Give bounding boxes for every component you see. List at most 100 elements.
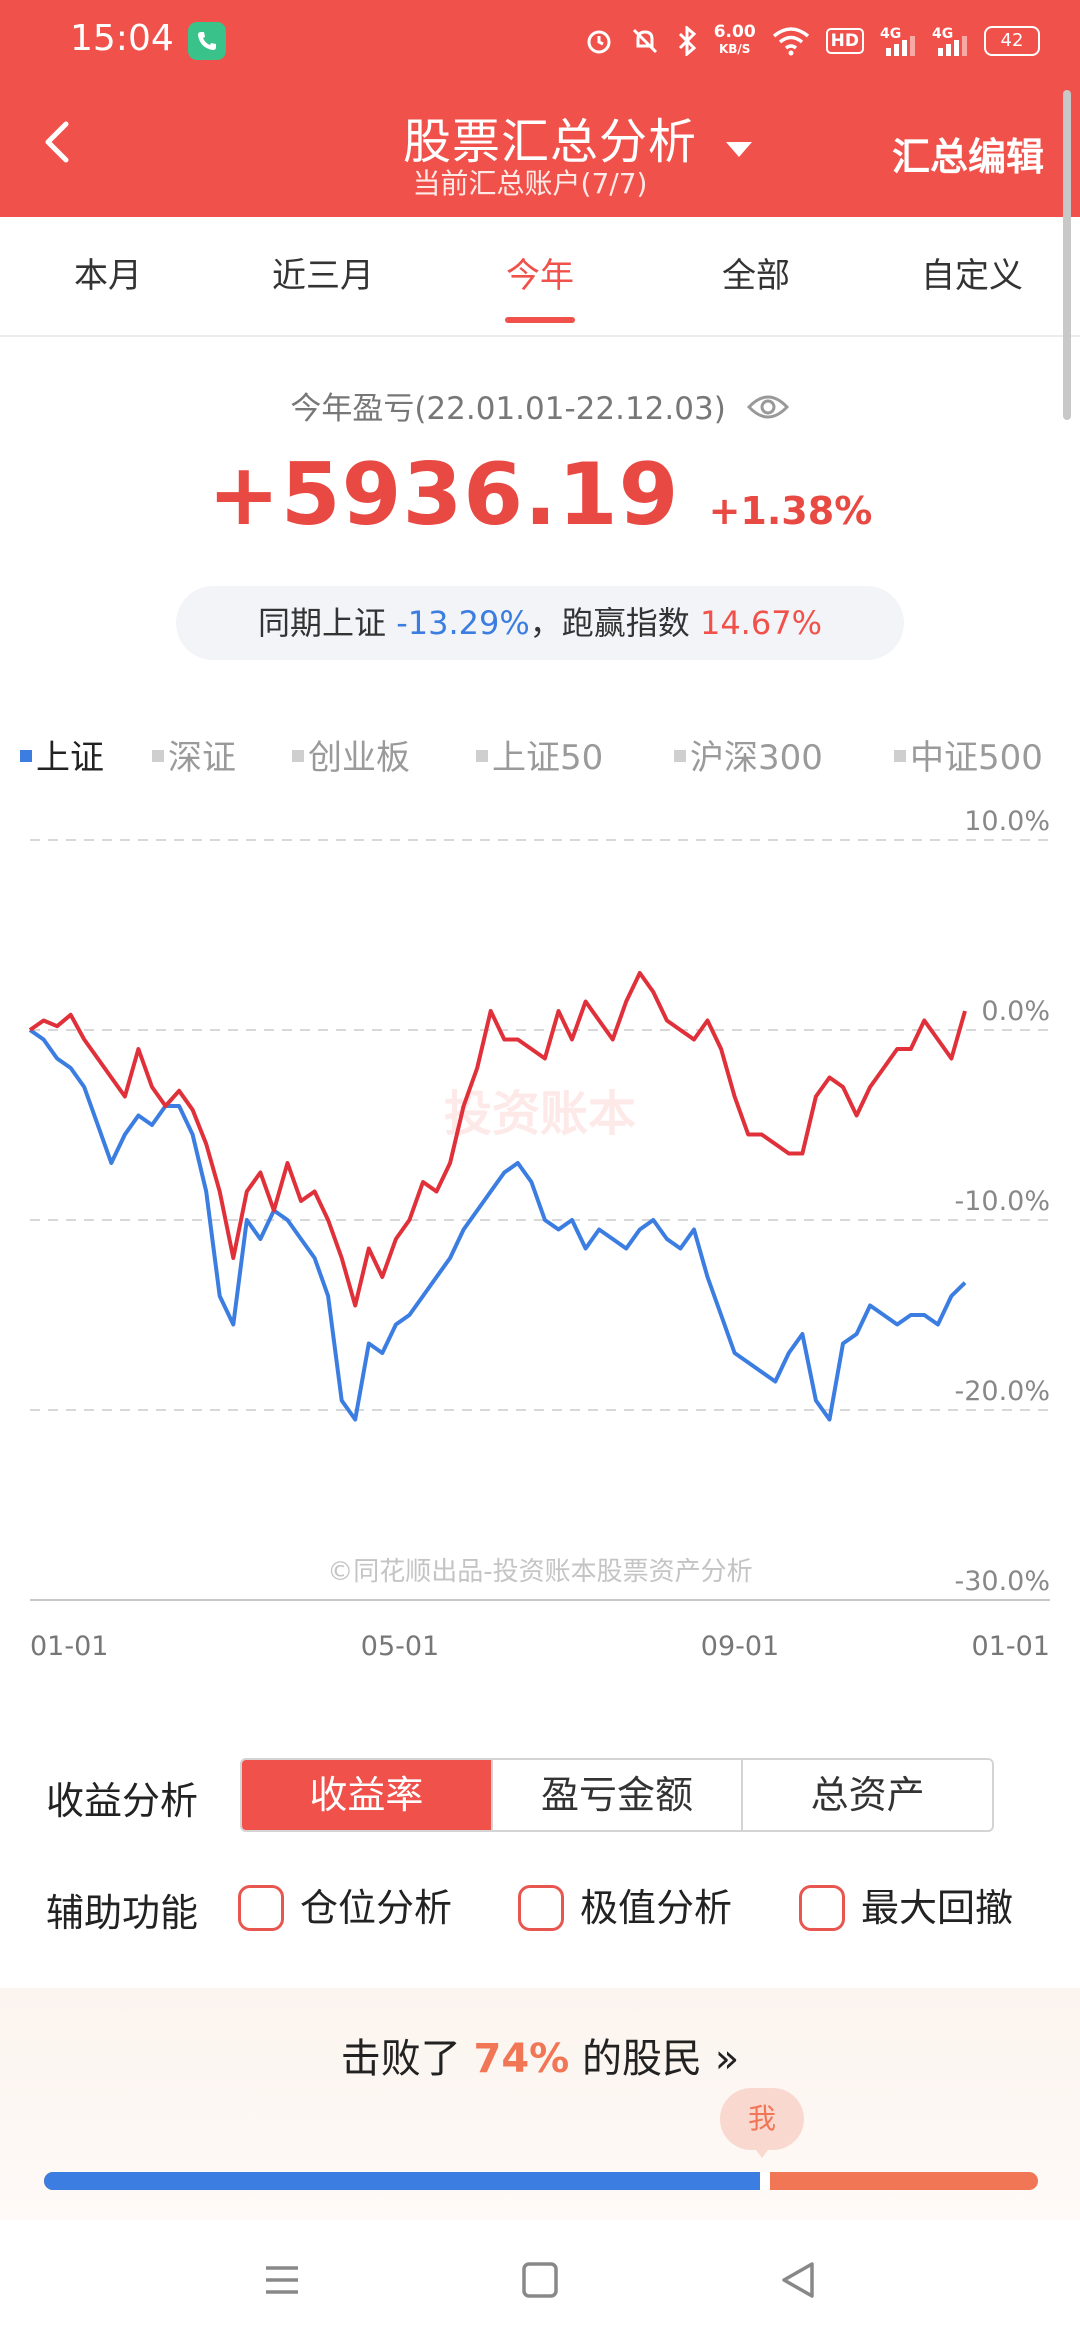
index-label: 沪深300 [690,738,823,778]
yield-mode-segmented: 收益率 盈亏金额 总资产 [240,1758,994,1832]
y-tick-label: 0.0% [981,996,1050,1027]
index-dot [674,749,686,762]
me-marker: 我 [720,2088,804,2158]
account-return-line [28,971,967,1308]
mode-profit-amount[interactable]: 盈亏金额 [493,1760,744,1830]
x-tick-label: 05-01 [361,1631,439,1662]
compare-outperform-pct: 14.67% [699,604,822,642]
index-dot [152,749,164,762]
scrollbar[interactable] [1063,90,1071,420]
battery-indicator: 42 [984,26,1040,56]
index-selector: 上证 深证 创业板 上证50 沪深300 中证500 [0,730,1080,780]
signal-4g-label-2: 4G [932,26,954,42]
rank-bar [44,2172,1038,2190]
beat-investors-panel[interactable]: 击败了 74% 的股民 » 我 [0,1988,1080,2220]
tab-custom[interactable]: 自定义 [921,256,1023,296]
compare-index-pct: -13.29% [396,604,530,642]
account-subtitle: 当前汇总账户(7/7) [412,167,648,200]
net-speed: 6.00 KB/S [714,24,756,58]
signal-4g-label-1: 4G [880,26,902,42]
checkbox-box [518,1884,564,1931]
tab-this-month[interactable]: 本月 [74,256,142,296]
signal-4g-1: 4G [880,26,916,56]
yield-analysis-label: 收益分析 [46,1779,199,1823]
position-analysis-checkbox[interactable]: 仓位分析 [238,1878,452,1938]
active-tab-indicator [505,317,575,323]
index-option-zz500[interactable]: 中证500 [894,730,1043,779]
index-label: 中证500 [910,738,1043,778]
mode-return-rate[interactable]: 收益率 [242,1760,493,1830]
beat-text: 击败了 74% 的股民 » [0,2026,1080,2084]
beat-suffix: 的股民 [581,2036,702,2082]
index-option-hs300[interactable]: 沪深300 [674,730,823,779]
index-dot [476,749,488,762]
mode-total-assets[interactable]: 总资产 [810,1773,925,1817]
wifi-icon [772,27,809,56]
tab-three-months[interactable]: 近三月 [272,256,374,296]
chart-credit: ©同花顺出品-投资账本股票资产分析 [327,1557,752,1587]
mute-icon [632,28,657,54]
aux-functions-row: 辅助功能 仓位分析 极值分析 最大回撤 [0,1878,1080,1938]
tab-this-year[interactable]: 今年 [506,256,574,296]
max-drawdown-checkbox[interactable]: 最大回撤 [799,1878,1013,1938]
net-speed-unit: KB/S [718,42,751,56]
compare-mid: ，跑赢指数 [529,604,690,642]
return-chart-svg: 投资账本 ©同花顺出品-投资账本股票资产分析 10.0% 0.0% -10.0% -2… [28,806,1050,1662]
profit-percent: +1.38% [708,489,873,533]
status-bar: 15:04 6.00 KB/S HD 4G 4G [0,0,1080,84]
index-label: 创业板 [308,738,410,778]
caret-down-icon [726,142,752,157]
alarm-icon [587,30,611,54]
index-dot [894,749,906,762]
home-square-icon[interactable] [510,2250,570,2310]
tab-all[interactable]: 全部 [722,256,790,296]
index-label: 上证50 [492,738,604,778]
status-icons: 6.00 KB/S HD 4G 4G 42 [584,18,1040,64]
back-triangle-icon[interactable] [768,2250,828,2310]
page-title: 股票汇总分析 [402,114,697,170]
signal-4g-2: 4G [932,26,968,56]
title-dropdown[interactable]: 股票汇总分析 [350,102,752,172]
index-option-sh[interactable]: 上证 [20,730,104,779]
checkbox-box [238,1884,284,1931]
rank-bar-marker [759,2172,770,2190]
checkbox-label: 仓位分析 [300,1886,453,1930]
summary-edit-button[interactable]: 汇总编辑 [891,135,1044,179]
index-compare-pill: 同期上证 -13.29%，跑赢指数 14.67% [176,586,904,660]
hd-badge: HD [825,28,864,54]
index-dot [20,749,32,762]
eye-icon[interactable] [746,393,790,429]
chart-watermark: 投资账本 [444,1086,636,1142]
y-tick-label: -30.0% [954,1566,1050,1597]
yield-analysis-row: 收益分析 收益率 盈亏金额 总资产 [0,1758,1080,1832]
profit-row: +5936.19 +1.38% [0,445,1080,545]
double-chevron-right-icon: » [714,2036,740,2082]
status-time: 15:04 [70,18,174,59]
call-icon [188,22,226,60]
index-option-sz[interactable]: 深证 [152,730,236,779]
x-tick-label: 01-01 [30,1631,108,1662]
aux-functions-label: 辅助功能 [46,1891,199,1935]
header: 股票汇总分析 当前汇总账户(7/7) 汇总编辑 [0,84,1080,217]
period-label: 今年盈亏(22.01.01-22.12.03) [290,391,726,427]
checkbox-label: 极值分析 [580,1886,733,1930]
chevron-left-icon [45,121,69,163]
menu-icon[interactable] [252,2250,312,2310]
compare-prefix: 同期上证 [258,604,387,642]
rank-bar-fill [44,2172,760,2190]
extreme-analysis-checkbox[interactable]: 极值分析 [518,1878,732,1938]
x-tick-label: 09-01 [701,1631,779,1662]
y-tick-label: -10.0% [954,1186,1050,1217]
checkbox-box [799,1884,845,1931]
back-button[interactable] [24,106,96,178]
period-tabs: 本月 近三月 今年 全部 自定义 [0,217,1080,337]
y-tick-label: -20.0% [954,1376,1050,1407]
top-bar: 15:04 6.00 KB/S HD 4G 4G [0,0,1080,217]
return-chart[interactable]: 投资账本 ©同花顺出品-投资账本股票资产分析 10.0% 0.0% -10.0% -2… [0,800,1080,1700]
bluetooth-icon [678,26,696,56]
index-option-cyb[interactable]: 创业板 [292,730,410,779]
period-line: 今年盈亏(22.01.01-22.12.03) [0,383,1080,429]
index-dot [292,749,304,762]
index-option-sz50[interactable]: 上证50 [476,730,603,779]
checkbox-label: 最大回撤 [861,1886,1014,1930]
